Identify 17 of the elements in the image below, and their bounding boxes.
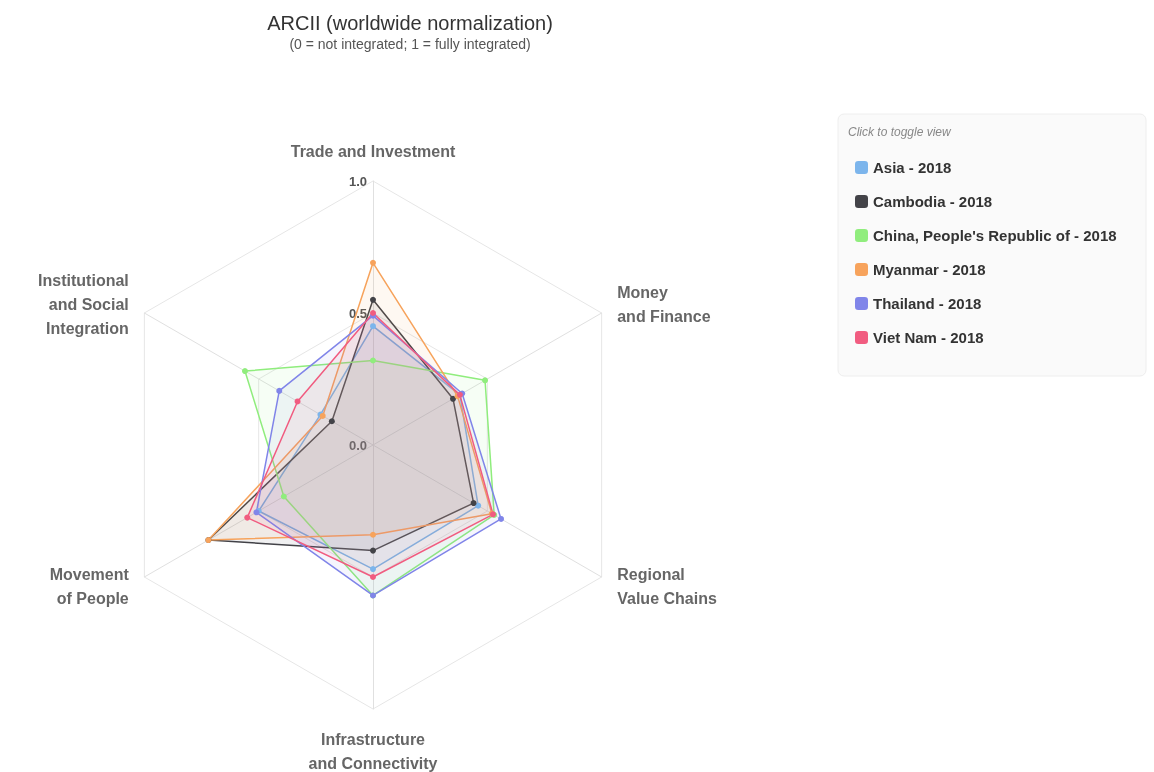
chart-subtitle: (0 = not integrated; 1 = fully integrated) xyxy=(289,36,531,52)
legend-label: China, People's Republic of - 2018 xyxy=(873,227,1117,244)
legend-title: Click to toggle view xyxy=(848,125,953,139)
spoke-label: Regional Value Chains xyxy=(617,565,717,607)
y-tick-label: 1.0 xyxy=(348,173,367,189)
spoke-label: Money and Finance xyxy=(617,283,711,325)
spoke-label: Institutional and Social Integration xyxy=(38,271,129,337)
spoke-label: Infrastructure and Connectivity xyxy=(308,730,438,772)
legend-label: Thailand - 2018 xyxy=(873,295,982,312)
legend-label: Myanmar - 2018 xyxy=(873,261,986,278)
spoke-label: Movement of People xyxy=(49,565,130,607)
legend-label: Cambodia - 2018 xyxy=(873,193,993,210)
chart-title: ARCII (worldwide normalization) xyxy=(267,12,553,34)
spoke-label: Trade and Investment xyxy=(290,142,456,160)
legend-label: Viet Nam - 2018 xyxy=(873,329,984,346)
y-tick-label: 0.0 xyxy=(348,437,367,453)
legend-label: Asia - 2018 xyxy=(873,159,952,176)
